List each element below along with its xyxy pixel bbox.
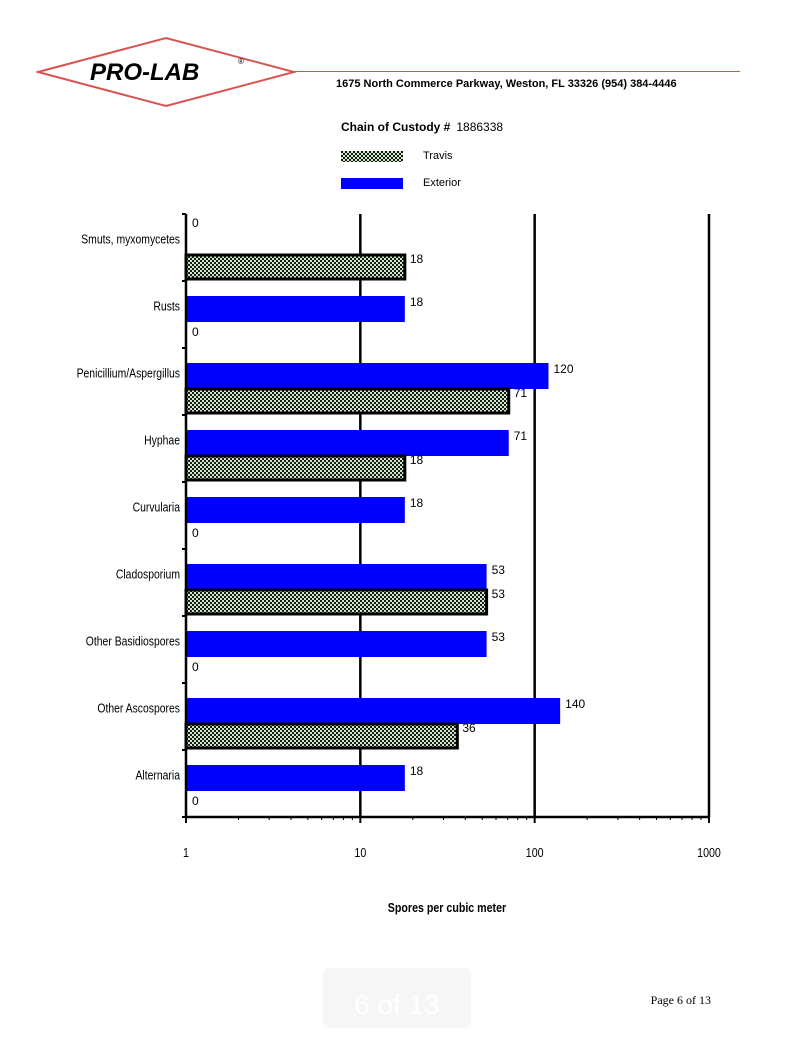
bar-exterior	[186, 564, 487, 590]
bar-exterior	[186, 296, 405, 322]
data-label-exterior: 18	[410, 764, 424, 778]
legend-swatch-exterior	[341, 177, 403, 189]
chain-of-custody-label: Chain of Custody #	[341, 120, 451, 134]
lab-address: 1675 North Commerce Parkway, Weston, FL …	[336, 78, 677, 90]
header-rule	[290, 71, 740, 72]
bar-travis	[184, 722, 459, 750]
data-label-exterior: 53	[492, 563, 506, 577]
bar-exterior	[186, 430, 509, 456]
category-label: Other Basidiospores	[86, 634, 180, 648]
category-label: Cladosporium	[116, 567, 180, 581]
data-label-exterior: 18	[410, 496, 424, 510]
bar-exterior	[186, 497, 405, 523]
category-label: Hyphae	[144, 433, 180, 447]
x-axis-label: Spores per cubic meter	[388, 900, 507, 915]
bar-travis	[184, 454, 407, 482]
data-label-exterior: 71	[514, 429, 528, 443]
category-label: Smuts, myxomycetes	[81, 232, 180, 246]
data-label-travis: 36	[462, 721, 476, 735]
data-label-exterior: 140	[565, 697, 585, 711]
data-label-exterior: 0	[192, 216, 199, 230]
data-label-travis: 18	[410, 252, 424, 266]
spore-bar-chart: 1 10 100 1000 Spores per cubic meter Smuts, m…	[77, 213, 721, 915]
bar-travis	[184, 253, 407, 281]
legend-item-travis: Travis	[341, 150, 453, 162]
x-tick-label-1: 1	[183, 845, 189, 860]
legend-item-exterior: Exterior	[341, 177, 461, 189]
category-label: Other Ascospores	[97, 701, 180, 715]
bar-exterior	[186, 363, 549, 389]
bar-exterior	[186, 765, 405, 791]
x-tick-label-100: 100	[526, 845, 544, 860]
legend-swatch-travis	[341, 150, 403, 162]
data-label-travis: 0	[192, 526, 199, 540]
category-label: Curvularia	[133, 500, 181, 514]
x-tick-label-1000: 1000	[697, 845, 721, 860]
category-label: Alternaria	[136, 768, 181, 782]
legend-label-exterior: Exterior	[423, 177, 461, 189]
data-label-travis: 0	[192, 325, 199, 339]
pro-lab-logo: PRO-LAB ®	[36, 36, 296, 108]
logo-text: PRO-LAB	[90, 59, 199, 86]
page-indicator-overlay: 6 of 13	[323, 968, 471, 1028]
bar-exterior	[186, 631, 487, 657]
bar-exterior	[186, 698, 561, 724]
data-label-exterior: 53	[492, 630, 506, 644]
x-tick-label-10: 10	[354, 845, 366, 860]
page-number: Page 6 of 13	[650, 993, 711, 1007]
category-label: Penicillium/Aspergillus	[77, 366, 181, 380]
bar-travis	[184, 588, 489, 616]
bar-travis	[184, 387, 511, 415]
logo-registered-mark: ®	[238, 57, 244, 66]
data-label-travis: 18	[410, 453, 424, 467]
data-label-travis: 0	[192, 660, 199, 674]
data-label-travis: 0	[192, 794, 199, 808]
data-label-travis: 71	[514, 386, 528, 400]
category-label: Rusts	[153, 299, 180, 313]
data-label-exterior: 120	[553, 362, 573, 376]
data-label-travis: 53	[492, 587, 506, 601]
chain-of-custody: Chain of Custody # 1886338	[341, 120, 503, 134]
chain-of-custody-value: 1886338	[456, 120, 504, 134]
legend-label-travis: Travis	[423, 150, 453, 162]
data-label-exterior: 18	[410, 295, 424, 309]
